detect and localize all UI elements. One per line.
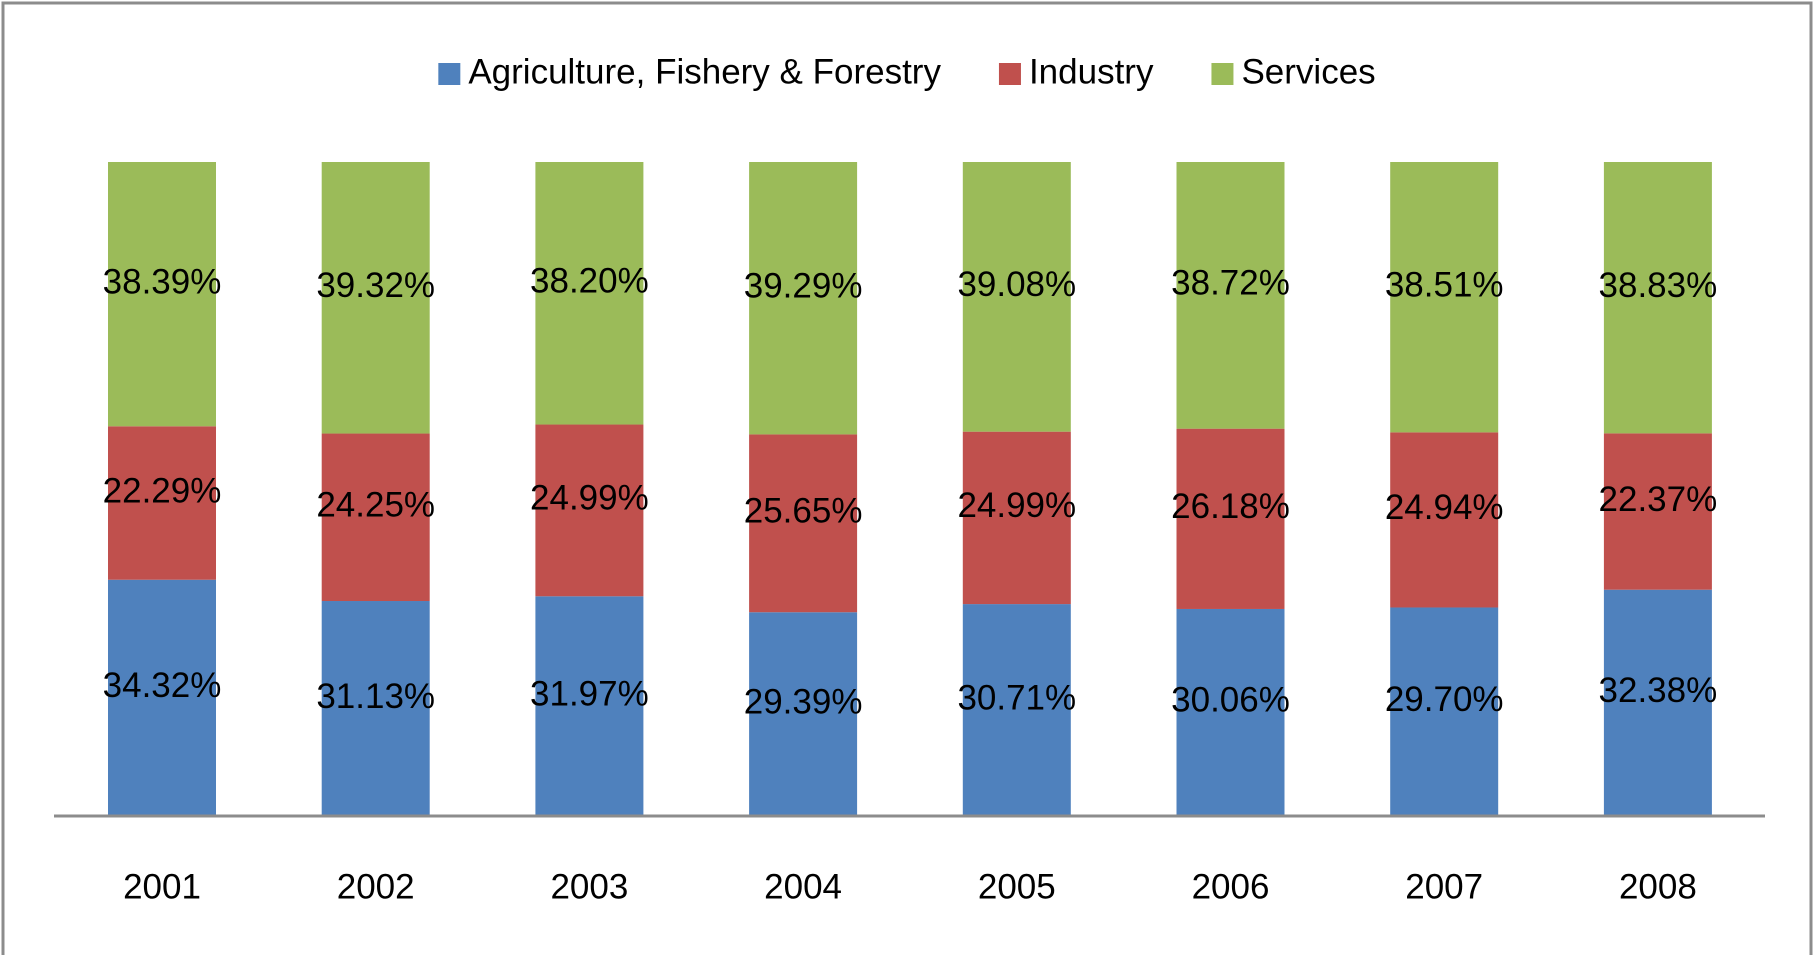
data-label: 39.08% [957,265,1076,304]
bar-segment [962,604,1071,816]
data-label: 24.99% [957,486,1076,525]
bar-segment [321,433,430,602]
x-tick-label: 2003 [550,867,628,906]
legend-swatch [1211,63,1234,85]
data-label: 24.25% [316,486,435,525]
data-label: 39.29% [744,266,863,305]
x-tick-label: 2005 [978,867,1056,906]
bar-segment [1390,432,1499,608]
data-label: 39.32% [316,266,435,305]
bar-segment [749,162,858,435]
legend-label: Services [1241,52,1375,91]
data-label: 30.06% [1171,681,1290,720]
bar-segment [749,434,858,613]
x-tick-label: 2002 [337,867,415,906]
bar-segment [1603,433,1712,590]
data-label: 38.20% [530,262,649,301]
bar-segment [535,424,644,597]
data-label: 29.39% [744,682,863,721]
data-label: 24.99% [530,479,649,518]
data-label: 34.32% [103,666,222,705]
legend-swatch [438,63,461,85]
x-tick-label: 2001 [123,867,201,906]
data-label: 31.97% [530,674,649,713]
data-label: 31.13% [316,677,435,716]
bar-segment [1390,162,1499,433]
x-tick-label: 2008 [1619,867,1697,906]
bar-segment [321,162,430,434]
bar-segment [321,601,430,816]
bar-segment [535,596,644,816]
data-label: 29.70% [1385,680,1504,719]
bar-segment [1176,428,1285,609]
data-label: 22.29% [103,471,222,510]
x-tick-label: 2006 [1192,867,1270,906]
data-label: 22.37% [1599,480,1718,519]
legend-label: Agriculture, Fishery & Forestry [468,52,941,91]
data-label: 38.72% [1171,264,1290,303]
legend-swatch [998,63,1021,85]
bar-segment [108,162,216,427]
data-label: 38.39% [103,262,222,301]
data-label: 30.71% [957,678,1076,717]
data-label: 38.83% [1599,266,1718,305]
bar-segment [1603,162,1712,434]
bar-segment [108,579,216,816]
legend-label: Industry [1029,52,1154,91]
data-label: 38.51% [1385,265,1504,304]
bar-segment [1176,608,1285,816]
bar-segment [749,612,858,816]
x-tick-label: 2007 [1405,867,1483,906]
data-label: 25.65% [744,492,863,531]
bar-segment [962,431,1071,605]
bar-segment [535,162,644,425]
bar-segment [108,426,216,580]
bar-segment [1176,162,1285,429]
legend: Agriculture, Fishery & Forestry Industry S… [438,52,1376,91]
data-label: 24.94% [1385,488,1504,527]
bar-segment [962,162,1071,432]
data-label: 32.38% [1599,671,1718,710]
bar-segment [1603,589,1712,816]
bar-segment [1390,607,1499,816]
x-tick-label: 2004 [764,867,842,906]
data-label: 26.18% [1171,487,1290,526]
